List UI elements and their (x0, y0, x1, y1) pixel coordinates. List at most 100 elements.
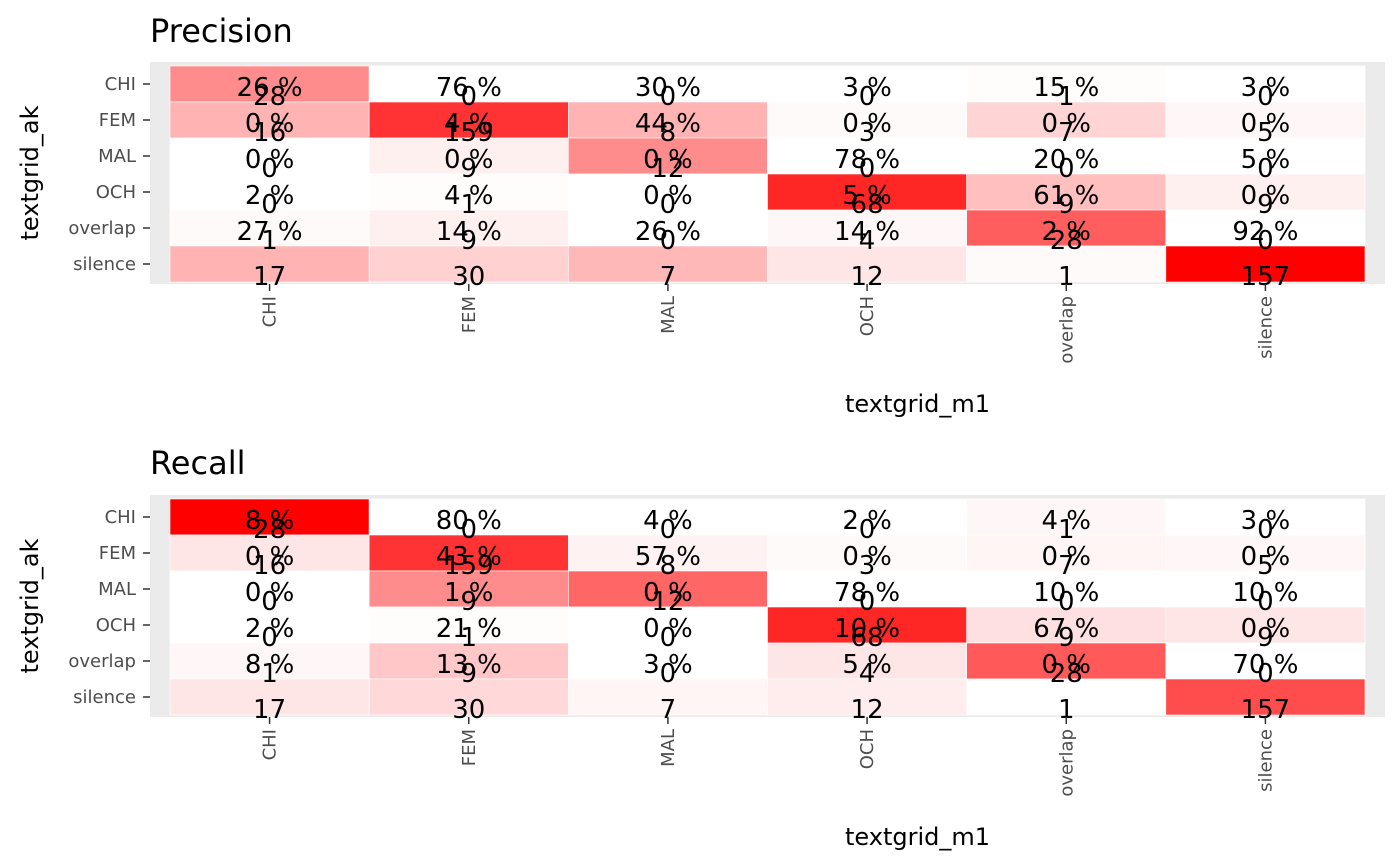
y-tick-label: OCH (96, 615, 136, 636)
y-tick-label: MAL (98, 579, 136, 600)
cell-percent-label: 26 % (635, 217, 701, 247)
heatmap-cell (1165, 534, 1366, 572)
x-tick-label: OCH (857, 729, 878, 769)
cell-count-label: 68 (851, 190, 884, 220)
cell-percent-label: 14 % (436, 217, 502, 247)
cell-count-label: 1 (261, 659, 278, 689)
cell-count-label: 1 (460, 623, 477, 653)
cell-count-label: 9 (1058, 190, 1075, 220)
cell-percent-label: 0 % (643, 614, 693, 644)
heatmap-cell (368, 173, 569, 211)
cell-percent-label: 3 % (1241, 73, 1291, 103)
x-tick-label: MAL (658, 296, 679, 334)
heatmap-cell (169, 534, 370, 572)
cell-percent-label: 0 % (842, 542, 892, 572)
cell-percent-label: 0 % (1041, 542, 1091, 572)
cell-count-label: 1 (460, 190, 477, 220)
cell-percent-label: 14 % (834, 217, 900, 247)
heatmap-cell (169, 209, 370, 247)
cell-percent-label: 8 % (245, 506, 295, 536)
cell-count-label: 0 (261, 190, 278, 220)
cell-count-label: 7 (660, 695, 677, 725)
cell-percent-label: 70 % (1232, 650, 1298, 680)
y-tick-label: MAL (98, 146, 136, 167)
heatmap-cell (966, 534, 1167, 572)
heatmap-cell (169, 498, 370, 536)
cell-count-label: 16 (253, 551, 286, 581)
y-tick-label: silence (73, 254, 136, 275)
heatmap-cell (767, 101, 967, 139)
cell-count-label: 9 (1257, 190, 1274, 220)
cell-count-label: 28 (1050, 226, 1083, 256)
cell-count-label: 68 (851, 623, 884, 653)
cell-count-label: 3 (859, 118, 876, 148)
x-tick-label: overlap (1056, 296, 1077, 364)
cell-count-label: 0 (261, 154, 278, 184)
cell-count-label: 0 (1257, 226, 1274, 256)
y-tick-label: overlap (68, 651, 136, 672)
cell-percent-label: 4 % (444, 109, 494, 139)
y-tick-label: FEM (99, 543, 136, 564)
x-tick-label: MAL (658, 729, 679, 767)
y-axis-title: textgrid_ak (16, 538, 44, 673)
cell-count-label: 1 (1058, 262, 1075, 292)
heatmap-cell (966, 137, 1167, 175)
cell-percent-label: 0 % (1041, 109, 1091, 139)
heatmap-cell (966, 245, 1167, 283)
heatmap-cell (568, 678, 768, 716)
cell-count-label: 0 (859, 515, 876, 545)
heatmap-cell (767, 173, 967, 211)
cell-percent-label: 8 % (245, 650, 295, 680)
cell-percent-label: 5 % (842, 650, 892, 680)
cell-count-label: 3 (859, 551, 876, 581)
cell-count-label: 5 (1257, 551, 1274, 581)
cell-count-label: 28 (1050, 659, 1083, 689)
cell-percent-label: 67 % (1033, 614, 1099, 644)
heatmap-cell (966, 209, 1167, 247)
heatmap-cell (767, 678, 967, 716)
cell-percent-label: 0 % (245, 542, 295, 572)
heatmap-cell (169, 678, 370, 716)
cell-count-label: 1 (1058, 515, 1075, 545)
heatmap-cell (169, 606, 370, 644)
cell-percent-label: 43 % (436, 542, 502, 572)
cell-percent-label: 2 % (245, 614, 295, 644)
cell-percent-label: 57 % (635, 542, 701, 572)
heatmap-cell (568, 137, 768, 175)
heatmap-cell (169, 137, 370, 175)
heatmap-cell (368, 101, 569, 139)
heatmap-cell (767, 606, 967, 644)
heatmap-cell (767, 498, 967, 536)
x-tick-label: silence (1255, 296, 1276, 359)
cell-percent-label: 2 % (842, 506, 892, 536)
x-tick-label: silence (1255, 729, 1276, 792)
cell-count-label: 16 (253, 118, 286, 148)
y-axis-title: textgrid_ak (16, 105, 44, 240)
cell-count-label: 0 (460, 515, 477, 545)
cell-percent-label: 0 % (1241, 109, 1291, 139)
cell-count-label: 0 (1058, 587, 1075, 617)
heatmap-cell (1165, 137, 1366, 175)
cell-count-label: 0 (1257, 515, 1274, 545)
cell-percent-label: 26 % (237, 73, 303, 103)
cell-percent-label: 3 % (1241, 506, 1291, 536)
cell-count-label: 28 (253, 515, 286, 545)
cell-percent-label: 78 % (834, 145, 900, 175)
cell-count-label: 159 (444, 551, 494, 581)
cell-count-label: 4 (859, 226, 876, 256)
cell-count-label: 0 (660, 659, 677, 689)
cell-count-label: 9 (460, 154, 477, 184)
cell-percent-label: 0 % (1241, 181, 1291, 211)
heatmap-cell (966, 678, 1167, 716)
cell-count-label: 0 (1257, 659, 1274, 689)
x-tick-label: OCH (857, 296, 878, 336)
cell-percent-label: 27 % (237, 217, 303, 247)
cell-percent-label: 1 % (444, 578, 494, 608)
cell-count-label: 159 (444, 118, 494, 148)
heatmap-cell (966, 173, 1167, 211)
cell-percent-label: 92 % (1232, 217, 1298, 247)
cell-count-label: 0 (460, 82, 477, 112)
